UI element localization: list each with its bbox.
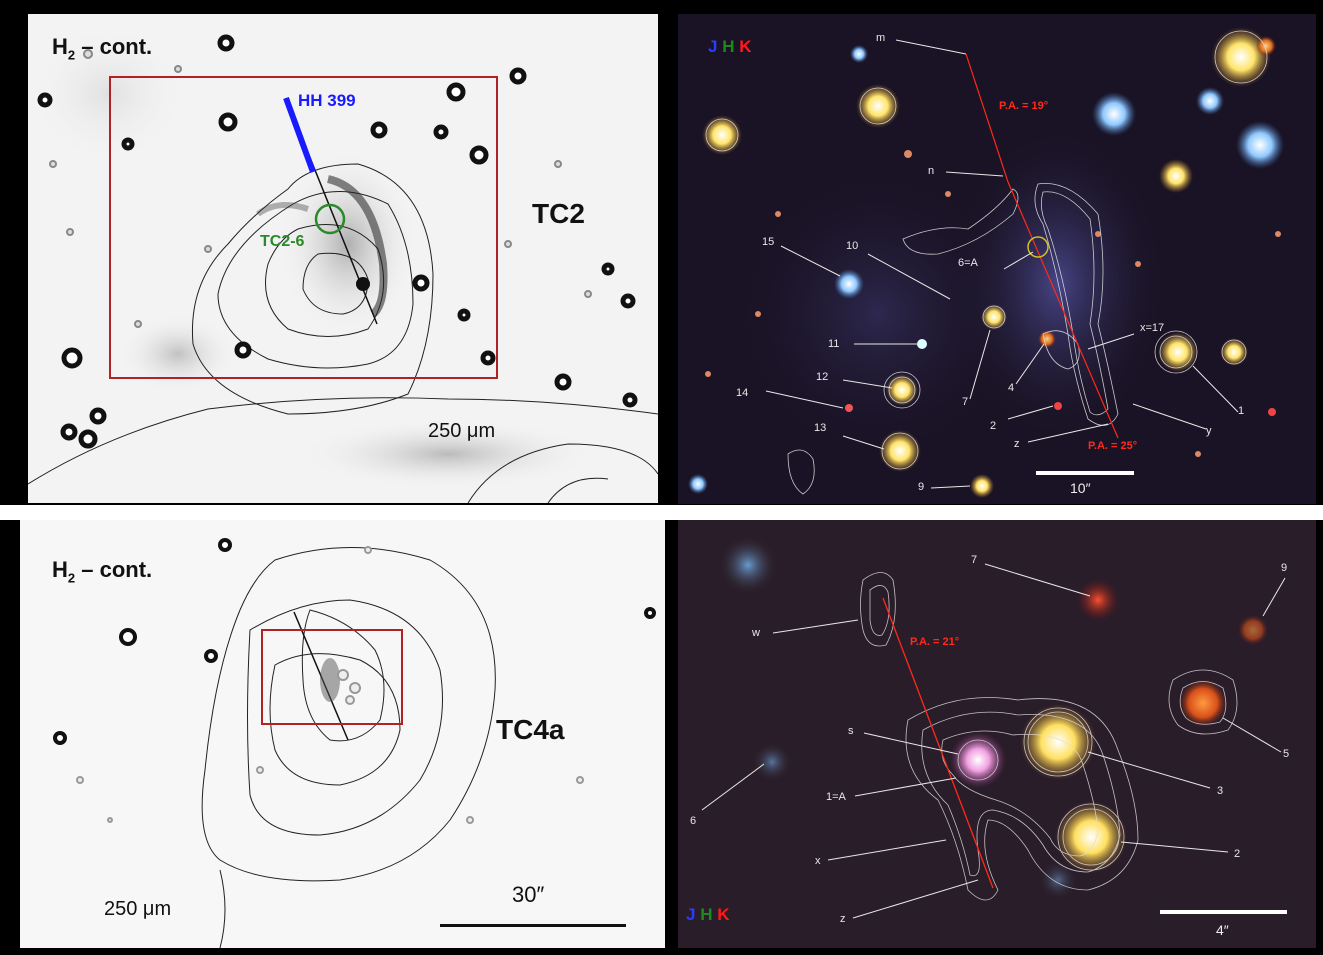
panel-divider-horizontal: [0, 505, 1323, 520]
star-label-9: 9: [918, 481, 925, 493]
star-label-9b: 9: [1281, 562, 1288, 574]
star-label-zb: z: [840, 913, 846, 925]
scale-bar-30: [440, 924, 626, 927]
tc4a-jhk-image: [678, 520, 1316, 948]
star-label-6a: 6=A: [958, 257, 978, 269]
contour-label-tc4a: 250 μm: [104, 898, 172, 920]
tc4a-h2-image: [53, 538, 656, 948]
star-label-1a: 1=A: [826, 791, 846, 803]
star-label-y: y: [1206, 425, 1212, 437]
contour-label: 250 μm: [428, 420, 496, 442]
star-label-3: 3: [1217, 785, 1224, 797]
star-label-4: 4: [1008, 382, 1015, 394]
scale-label-10: 10″: [1070, 480, 1091, 496]
tc2-jhk-image: [688, 27, 1284, 498]
filter-label: H2 – cont.: [52, 34, 153, 63]
outflow-label: HH 399: [298, 91, 356, 110]
scale-label-4: 4″: [1216, 922, 1229, 938]
panel-tc2-h2: H2 – cont. TC2 HH 399 TC2-6 250 μm: [28, 14, 658, 503]
star-label-10: 10: [846, 240, 859, 252]
star-label-z: z: [1014, 438, 1020, 450]
panel-tc4a-jhk: J H K P.A. = 21° 7 9 w s 5 1=A 3 6 x 2 z…: [678, 520, 1316, 948]
star-label-x17: x=17: [1140, 322, 1165, 334]
region-name-tc4a: TC4a: [496, 714, 565, 745]
jhk-legend-bottom: J H K: [686, 905, 730, 924]
star-label-s: s: [848, 725, 854, 737]
region-name-tc2: TC2: [532, 198, 585, 229]
pa-label-top: P.A. = 19°: [999, 100, 1049, 112]
star-label-6b: 6: [690, 815, 697, 827]
star-label-m: m: [876, 32, 886, 44]
panel-tc4a-h2: H2 – cont. TC4a 250 μm 30″: [20, 520, 665, 948]
scale-bar-4: [1160, 910, 1287, 914]
star-label-1: 1: [1238, 405, 1245, 417]
jhk-legend: J H K: [708, 37, 752, 56]
source-label: TC2-6: [260, 233, 305, 250]
scale-label-30: 30″: [512, 882, 545, 907]
star-label-13: 13: [814, 422, 827, 434]
star-label-7: 7: [962, 396, 969, 408]
pa-label-21: P.A. = 21°: [910, 636, 960, 648]
panel-tc2-jhk: J H K P.A. = 19° P.A. = 25° m n 15 10 6=…: [678, 14, 1316, 504]
star-label-2b: 2: [1234, 848, 1241, 860]
star-label-7b: 7: [971, 554, 978, 566]
star-label-11: 11: [828, 338, 840, 350]
star-label-w: w: [752, 627, 760, 639]
filter-label-tc4a: H2 – cont.: [52, 557, 153, 586]
star-label-xb: x: [815, 855, 821, 867]
tc2-h2-image: [28, 24, 658, 503]
star-label-n: n: [928, 165, 935, 177]
scale-bar-10: [1036, 471, 1134, 475]
star-label-14: 14: [736, 387, 749, 399]
star-label-15: 15: [762, 236, 775, 248]
star-label-5: 5: [1283, 748, 1290, 760]
star-label-12: 12: [816, 371, 829, 383]
star-label-2: 2: [990, 420, 997, 432]
pa-label-bottom: P.A. = 25°: [1088, 440, 1138, 452]
